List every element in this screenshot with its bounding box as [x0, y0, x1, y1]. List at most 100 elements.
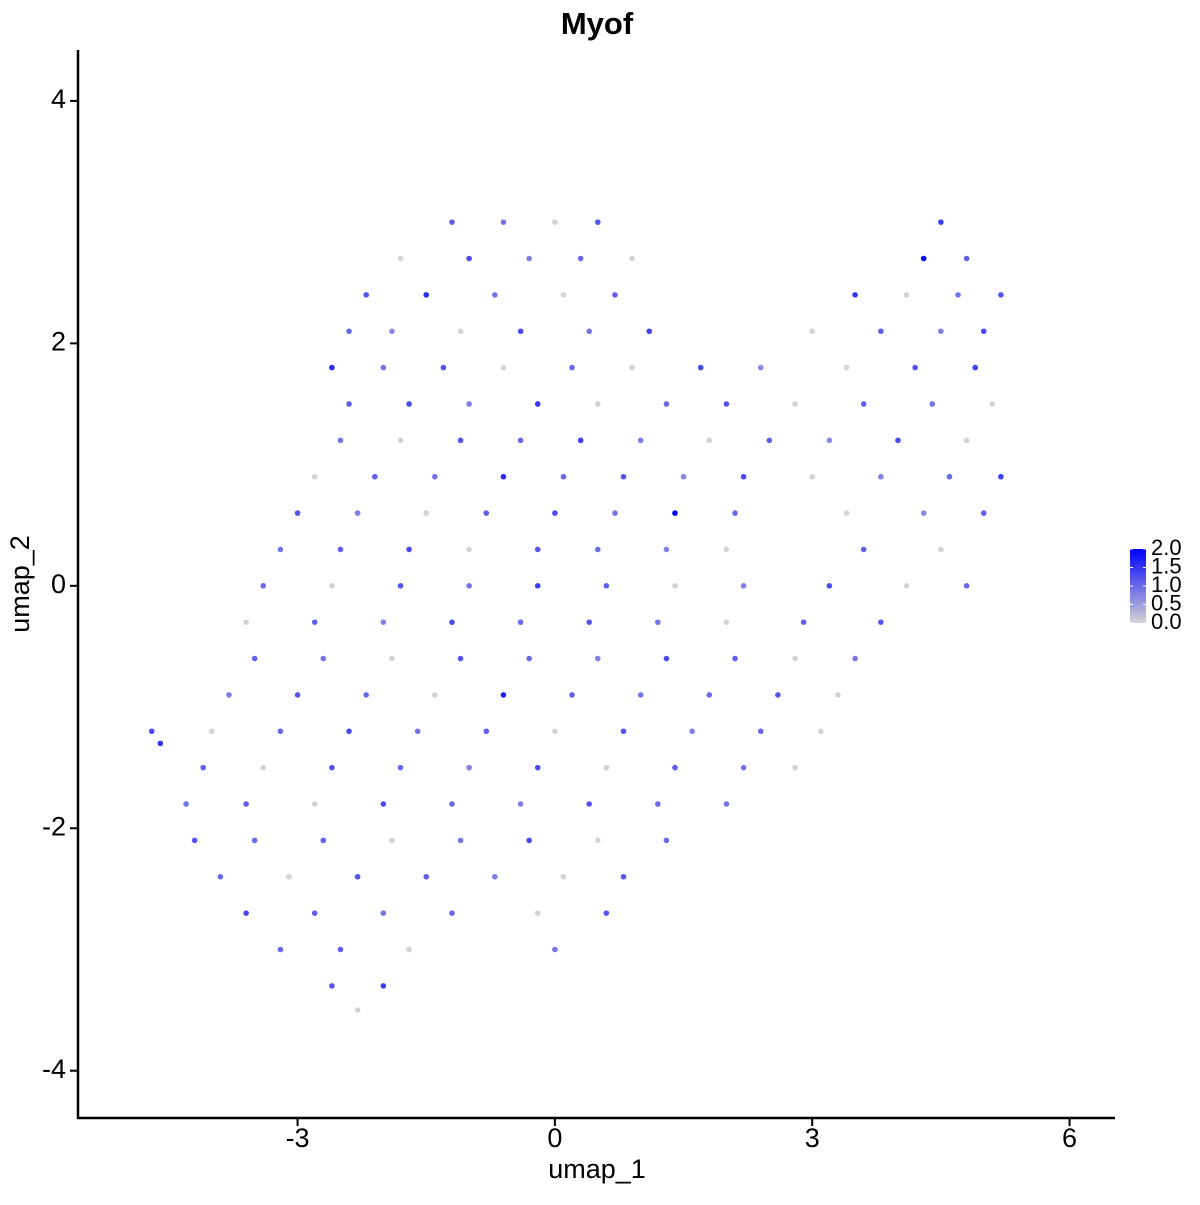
point: [560, 873, 567, 880]
point: [286, 873, 292, 880]
point: [277, 728, 284, 735]
point: [449, 910, 455, 916]
point: [397, 255, 404, 262]
colorbar-tick-label: 1.5: [1151, 553, 1182, 578]
point: [534, 910, 541, 916]
point: [346, 328, 352, 335]
point: [432, 473, 438, 480]
point: [337, 946, 344, 953]
point: [354, 1007, 361, 1013]
point: [243, 910, 249, 916]
point: [612, 292, 618, 298]
point: [963, 583, 970, 589]
point: [963, 437, 970, 444]
point: [311, 801, 318, 807]
point: [586, 328, 593, 335]
point: [457, 328, 464, 335]
colorbar-tick-label: 2.0: [1151, 535, 1182, 560]
point: [466, 255, 472, 262]
point: [320, 655, 327, 662]
point: [277, 946, 284, 953]
x-axis-label: umap_1: [548, 1154, 646, 1184]
point: [397, 583, 404, 589]
point: [594, 837, 601, 844]
point: [294, 692, 301, 698]
x-tick-label: 0: [547, 1123, 562, 1153]
point: [337, 437, 344, 444]
point: [980, 510, 987, 516]
colorbar-tick-label: 0.5: [1151, 590, 1182, 615]
point: [860, 401, 867, 407]
point: [697, 364, 704, 371]
point: [852, 655, 858, 662]
point: [672, 583, 678, 589]
point: [792, 655, 798, 662]
point: [826, 437, 833, 444]
point: [329, 983, 335, 989]
point: [663, 655, 670, 662]
point: [560, 473, 567, 480]
point: [809, 473, 816, 480]
point: [397, 764, 404, 771]
point: [706, 692, 713, 698]
point: [732, 510, 738, 516]
point: [723, 619, 730, 625]
point: [380, 801, 387, 807]
point: [594, 546, 601, 553]
point: [517, 619, 524, 625]
point: [492, 873, 498, 880]
point: [277, 546, 284, 553]
point: [577, 255, 584, 262]
point: [500, 364, 507, 371]
point: [526, 255, 532, 262]
x-tick-label: 3: [805, 1123, 820, 1153]
point: [723, 546, 730, 553]
point: [878, 473, 884, 480]
point: [663, 546, 670, 553]
point: [903, 292, 910, 298]
point: [594, 401, 601, 407]
point: [466, 401, 472, 407]
point: [569, 364, 575, 371]
point: [329, 583, 335, 589]
point: [534, 546, 541, 553]
point: [526, 655, 532, 662]
point: [826, 583, 833, 589]
point: [414, 728, 421, 735]
point: [946, 473, 953, 480]
point: [200, 764, 207, 771]
point: [843, 510, 850, 516]
point: [998, 473, 1004, 480]
point: [251, 837, 258, 844]
point: [732, 655, 738, 662]
point: [972, 364, 978, 371]
point: [517, 328, 524, 335]
point: [757, 728, 764, 735]
point: [492, 292, 498, 298]
point: [466, 583, 472, 589]
point: [689, 728, 695, 735]
point: [423, 873, 430, 880]
point: [740, 583, 747, 589]
point: [723, 401, 730, 407]
point: [835, 692, 841, 698]
point: [449, 801, 455, 807]
point: [534, 583, 541, 589]
point: [569, 692, 575, 698]
point: [466, 546, 472, 553]
point: [363, 292, 369, 298]
point: [457, 837, 464, 844]
point: [320, 837, 327, 844]
point: [423, 292, 430, 298]
point: [895, 437, 901, 444]
point: [432, 692, 438, 698]
point: [483, 510, 490, 516]
point: [363, 692, 369, 698]
point: [183, 801, 189, 807]
point: [346, 728, 352, 735]
point: [603, 764, 610, 771]
point: [766, 437, 773, 444]
point: [371, 473, 378, 480]
point: [380, 364, 387, 371]
point: [637, 692, 644, 698]
